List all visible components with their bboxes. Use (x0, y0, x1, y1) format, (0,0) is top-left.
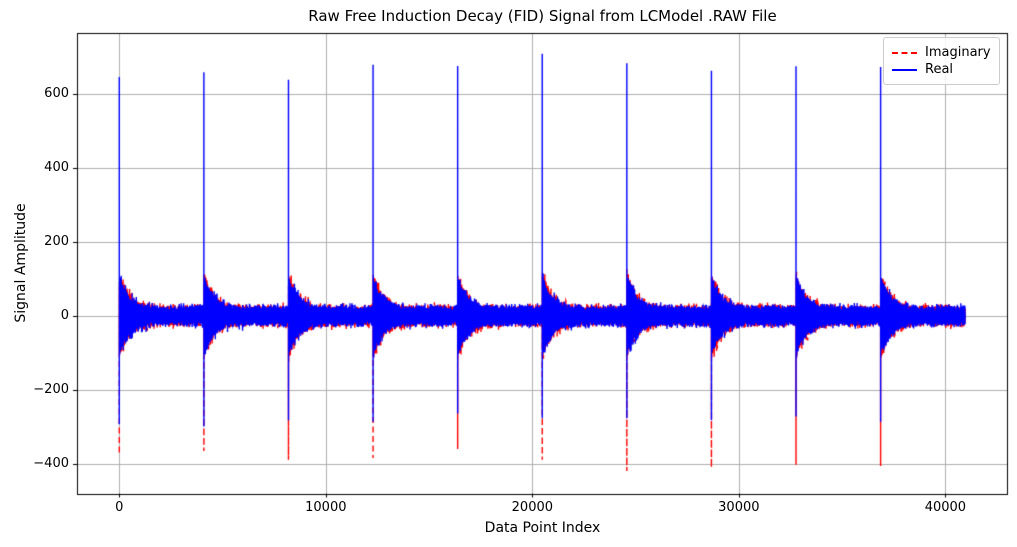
y-tick-label: 0 (60, 307, 69, 323)
y-tick-label: 600 (44, 85, 69, 101)
legend: Imaginary Real (883, 37, 1000, 85)
y-tick-label: −200 (33, 381, 69, 397)
legend-label-real: Real (925, 62, 954, 77)
y-tick-label: 200 (44, 233, 69, 249)
legend-label-imaginary: Imaginary (925, 45, 991, 60)
chart-title: Raw Free Induction Decay (FID) Signal fr… (308, 7, 777, 25)
x-tick-label: 40000 (924, 500, 967, 515)
legend-entry-imaginary: Imaginary (892, 44, 991, 61)
real-solid-line-sample (892, 68, 917, 71)
x-axis-label: Data Point Index (484, 520, 601, 536)
x-tick-label: 10000 (305, 500, 347, 515)
x-tick-label: 30000 (718, 500, 760, 515)
x-tick-label: 0 (115, 500, 124, 515)
imaginary-dashed-line-sample (892, 51, 917, 54)
y-axis-label: Signal Amplitude (13, 203, 29, 323)
y-tick-label: −400 (33, 455, 69, 471)
x-tick-label: 20000 (511, 500, 554, 515)
legend-entry-real: Real (892, 61, 991, 78)
y-tick-label: 400 (44, 159, 69, 175)
